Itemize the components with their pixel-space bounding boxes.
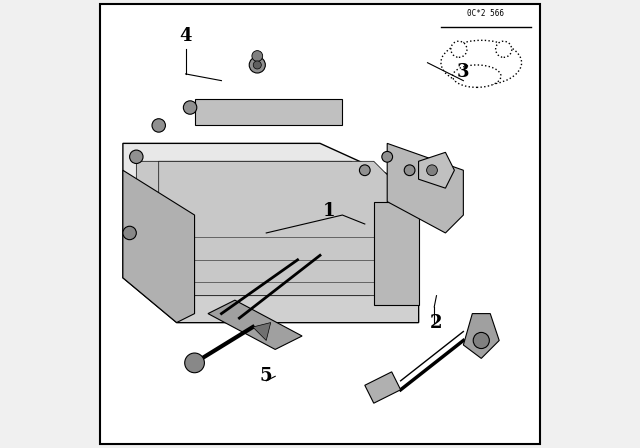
Circle shape [473,332,490,349]
Polygon shape [365,372,401,403]
Polygon shape [123,143,419,323]
Circle shape [404,165,415,176]
Polygon shape [123,170,195,323]
Text: 3: 3 [457,63,470,81]
Text: 4: 4 [179,27,192,45]
Polygon shape [419,152,454,188]
Polygon shape [253,323,271,340]
Circle shape [427,165,437,176]
Circle shape [495,41,512,57]
Polygon shape [177,188,419,323]
Circle shape [253,61,261,69]
Circle shape [249,57,266,73]
Circle shape [130,150,143,164]
Polygon shape [374,202,419,305]
Polygon shape [387,143,463,233]
Circle shape [185,353,204,373]
Polygon shape [136,161,369,296]
Circle shape [382,151,392,162]
Polygon shape [463,314,499,358]
Ellipse shape [441,40,522,85]
Ellipse shape [452,65,501,87]
Text: 0C*2 566: 0C*2 566 [467,9,504,18]
Text: 1: 1 [323,202,335,220]
Polygon shape [195,99,342,125]
Circle shape [451,41,467,57]
Text: 2: 2 [430,314,443,332]
Text: 5: 5 [260,367,273,385]
Circle shape [123,226,136,240]
Polygon shape [208,300,302,349]
Polygon shape [159,161,392,296]
FancyBboxPatch shape [100,4,540,444]
Circle shape [252,51,262,61]
Circle shape [360,165,370,176]
Circle shape [152,119,166,132]
Circle shape [184,101,197,114]
